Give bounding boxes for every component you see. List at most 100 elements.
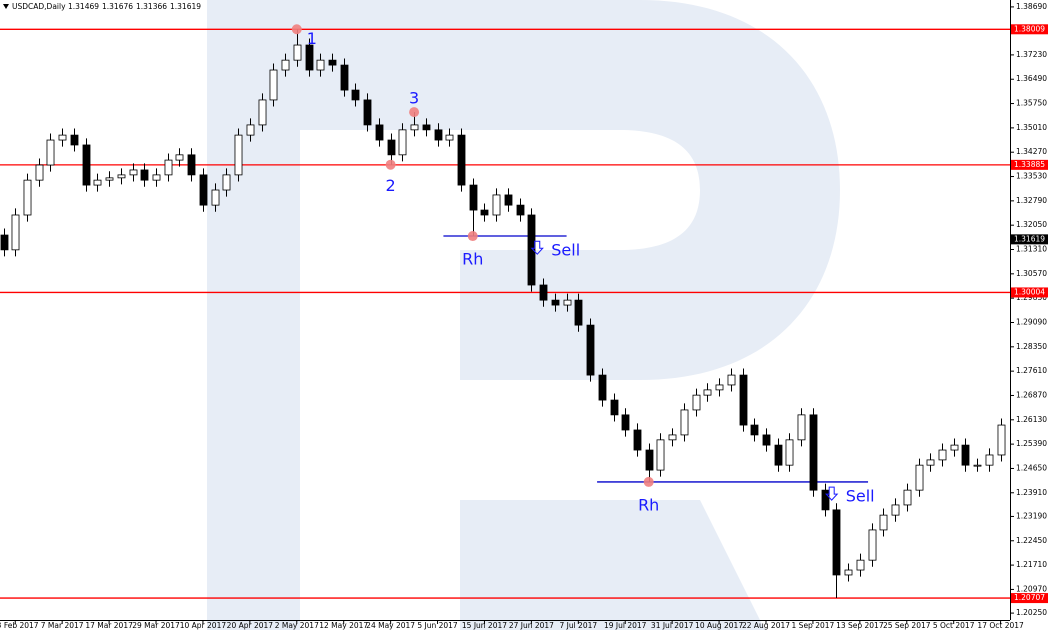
candle-body (879, 514, 888, 531)
candle-body (152, 174, 161, 181)
y-tick-label: 1.29090 (1016, 317, 1047, 326)
level-label: 1.38009 (1014, 24, 1045, 33)
x-tick-label: 7 Mar 2017 (41, 621, 84, 630)
sell-label: Sell (846, 487, 875, 506)
candle-body (469, 184, 478, 211)
candle-body (551, 299, 560, 306)
y-tick-label: 1.30570 (1016, 269, 1047, 278)
sell-label: Sell (551, 241, 580, 260)
candle-body (997, 424, 1006, 456)
candle-body (692, 394, 701, 411)
candle-body (305, 44, 314, 71)
x-tick-label: 19 Jul 2017 (604, 621, 647, 630)
point-marker (385, 159, 396, 170)
point-marker (467, 231, 478, 242)
candle-body (328, 59, 337, 66)
point-label: 2 (386, 176, 396, 195)
candle-body (915, 464, 924, 491)
candle-body (82, 144, 91, 186)
x-tick-label: 25 Sep 2017 (883, 621, 931, 630)
candle-body (985, 454, 994, 466)
x-tick-label: 13 Sep 2017 (836, 621, 884, 630)
candle-body (351, 89, 360, 101)
x-tick-label: 10 Apr 2017 (180, 621, 227, 630)
candle-body (762, 434, 771, 446)
candle-body (316, 59, 325, 71)
candle-body (246, 124, 255, 136)
candle-body (739, 374, 748, 426)
candle-body (445, 134, 454, 141)
candle-body (844, 569, 853, 576)
level-label: 1.33885 (1014, 160, 1045, 169)
x-tick-label: 23 Feb 2017 (0, 621, 39, 630)
point-marker (291, 24, 302, 35)
candle-body (410, 124, 419, 131)
candle-body (387, 139, 396, 156)
candle-body (0, 234, 9, 251)
candle-body (340, 64, 349, 91)
candle-body (868, 529, 877, 561)
level-tag (1011, 287, 1048, 298)
x-tick-label: 17 Oct 2017 (977, 621, 1024, 630)
candle-body (563, 299, 572, 306)
candle-body (750, 424, 759, 436)
header-value: 1.31676 (102, 2, 133, 11)
candle-body (422, 124, 431, 131)
candle-body (140, 169, 149, 181)
x-tick-label: 7 Jul 2017 (559, 621, 597, 630)
candle-body (645, 449, 654, 471)
candle-body (35, 164, 44, 181)
x-tick-label: 10 Aug 2017 (695, 621, 743, 630)
x-tick-label: 15 Jun 2017 (462, 621, 507, 630)
y-tick-label: 1.24650 (1016, 463, 1047, 472)
candle-body (234, 134, 243, 176)
candle-body (856, 559, 865, 571)
candle-body (58, 134, 67, 141)
candle-body (175, 154, 184, 161)
candle-body (961, 444, 970, 466)
point-marker (643, 476, 654, 487)
candle-body (46, 139, 55, 166)
candle-body (539, 284, 548, 301)
y-tick-label: 1.35750 (1016, 99, 1047, 108)
x-tick-label: 5 Oct 2017 (933, 621, 975, 630)
x-tick-label: 29 Mar 2017 (132, 621, 180, 630)
candle-body (926, 459, 935, 466)
level-label: 1.30004 (1014, 287, 1045, 296)
point-label: 3 (409, 89, 419, 108)
candle-body (621, 414, 630, 431)
level-tag (1011, 159, 1048, 170)
y-tick-label: 1.21710 (1016, 560, 1047, 569)
candle-body (610, 399, 619, 416)
candle-body (797, 414, 806, 441)
y-tick-label: 1.34270 (1016, 147, 1047, 156)
candle-body (281, 59, 290, 71)
candle-body (293, 44, 302, 61)
candle-body (950, 444, 959, 451)
y-tick-label: 1.26130 (1016, 415, 1047, 424)
candle-body (727, 374, 736, 386)
point-marker (409, 107, 420, 118)
candle-body (187, 154, 196, 176)
candle-body (903, 489, 912, 506)
candle-body (129, 169, 138, 176)
x-tick-label: 12 May 2017 (319, 621, 368, 630)
candle-body (891, 504, 900, 516)
candle-body (375, 124, 384, 141)
y-tick-label: 1.38690 (1016, 2, 1047, 11)
x-tick-label: 17 Mar 2017 (85, 621, 133, 630)
y-tick-label: 1.31310 (1016, 245, 1047, 254)
candle-body (973, 464, 982, 467)
header-value: 1.31619 (170, 2, 201, 11)
candle-body (774, 444, 783, 466)
candle-body (938, 449, 947, 461)
price-tag (1011, 234, 1048, 245)
level-label: 1.20707 (1014, 593, 1045, 602)
candle-body (269, 69, 278, 101)
candle-body (211, 189, 220, 206)
candle-body (363, 99, 372, 126)
y-tick-label: 1.27610 (1016, 366, 1047, 375)
candle-body (715, 384, 724, 391)
candle-body (398, 129, 407, 156)
